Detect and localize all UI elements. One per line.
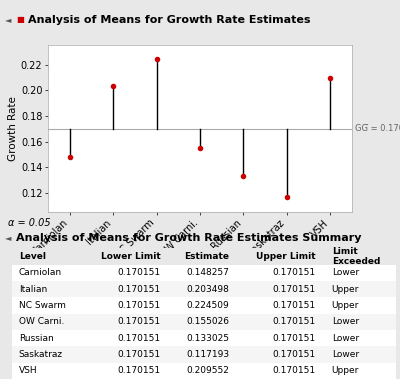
Y-axis label: Growth Rate: Growth Rate (8, 96, 18, 161)
Text: ■: ■ (16, 16, 24, 24)
X-axis label: Race: Race (187, 263, 213, 274)
Text: ◄: ◄ (5, 16, 11, 24)
Text: ◄: ◄ (5, 233, 11, 242)
Text: Analysis of Means for Growth Rate Estimates: Analysis of Means for Growth Rate Estima… (28, 15, 310, 25)
Text: α = 0.05: α = 0.05 (8, 218, 51, 227)
Text: GG̅ = 0.1702: GG̅ = 0.1702 (355, 124, 400, 133)
Text: Analysis of Means for Growth Rate Estimates Summary: Analysis of Means for Growth Rate Estima… (16, 233, 362, 243)
